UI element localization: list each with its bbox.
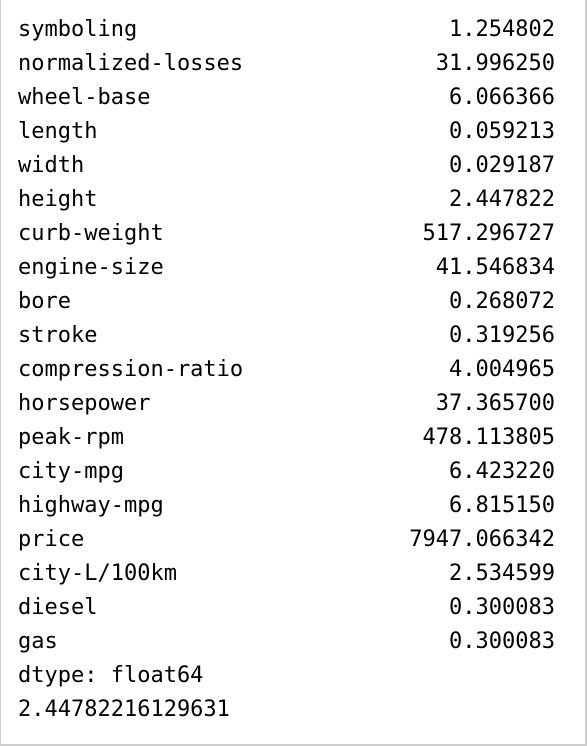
series-value: 0.319256 xyxy=(449,323,555,348)
series-row: horsepower 37.365700 xyxy=(18,387,555,421)
series-value: 31.996250 xyxy=(435,51,555,76)
series-label: horsepower xyxy=(18,391,151,416)
series-row: bore 0.268072 xyxy=(18,285,555,319)
series-label: width xyxy=(18,153,85,178)
series-value: 1.254802 xyxy=(449,17,555,42)
series-label: compression-ratio xyxy=(18,357,244,382)
series-row: peak-rpm 478.113805 xyxy=(18,421,555,455)
series-row: city-L/100km 2.534599 xyxy=(18,557,555,591)
series-row: gas 0.300083 xyxy=(18,625,555,659)
series-row: diesel 0.300083 xyxy=(18,591,555,625)
series-value: 0.029187 xyxy=(449,153,555,178)
series-label: symboling xyxy=(18,17,138,42)
series-value: 0.059213 xyxy=(449,119,555,144)
series-row: normalized-losses 31.996250 xyxy=(18,47,555,81)
series-label: price xyxy=(18,527,85,552)
series-row: city-mpg 6.423220 xyxy=(18,455,555,489)
series-label: city-L/100km xyxy=(18,561,177,586)
series-label: wheel-base xyxy=(18,85,151,110)
series-row: curb-weight 517.296727 xyxy=(18,217,555,251)
series-value: 0.268072 xyxy=(449,289,555,314)
series-row: wheel-base 6.066366 xyxy=(18,81,555,115)
series-value: 6.066366 xyxy=(449,85,555,110)
series-label: bore xyxy=(18,289,71,314)
series-value: 37.365700 xyxy=(435,391,555,416)
series-label: stroke xyxy=(18,323,98,348)
series-row: stroke 0.319256 xyxy=(18,319,555,353)
series-label: highway-mpg xyxy=(18,493,164,518)
series-row: width 0.029187 xyxy=(18,149,555,183)
series-value: 2.534599 xyxy=(449,561,555,586)
series-label: diesel xyxy=(18,595,98,620)
series-value: 517.296727 xyxy=(422,221,555,246)
extra-output-line: 2.44782216129631 xyxy=(18,697,230,722)
series-value: 6.815150 xyxy=(449,493,555,518)
series-value: 2.447822 xyxy=(449,187,555,212)
series-label: engine-size xyxy=(18,255,164,280)
series-value: 0.300083 xyxy=(449,629,555,654)
series-output: symboling 1.254802 normalized-losses 31.… xyxy=(18,13,555,727)
series-row: symboling 1.254802 xyxy=(18,13,555,47)
series-row: engine-size 41.546834 xyxy=(18,251,555,285)
series-value: 7947.066342 xyxy=(409,527,555,552)
dtype-line: dtype: float64 xyxy=(18,663,204,688)
series-label: normalized-losses xyxy=(18,51,244,76)
series-value: 6.423220 xyxy=(449,459,555,484)
series-row: compression-ratio 4.004965 xyxy=(18,353,555,387)
series-label: gas xyxy=(18,629,58,654)
series-label: curb-weight xyxy=(18,221,164,246)
series-value: 0.300083 xyxy=(449,595,555,620)
series-label: city-mpg xyxy=(18,459,124,484)
series-label: length xyxy=(18,119,98,144)
series-row: price 7947.066342 xyxy=(18,523,555,557)
series-row: highway-mpg 6.815150 xyxy=(18,489,555,523)
series-value: 41.546834 xyxy=(435,255,555,280)
series-row: length 0.059213 xyxy=(18,115,555,149)
series-row: height 2.447822 xyxy=(18,183,555,217)
series-value: 478.113805 xyxy=(422,425,555,450)
series-value: 4.004965 xyxy=(449,357,555,382)
series-label: height xyxy=(18,187,98,212)
series-label: peak-rpm xyxy=(18,425,124,450)
